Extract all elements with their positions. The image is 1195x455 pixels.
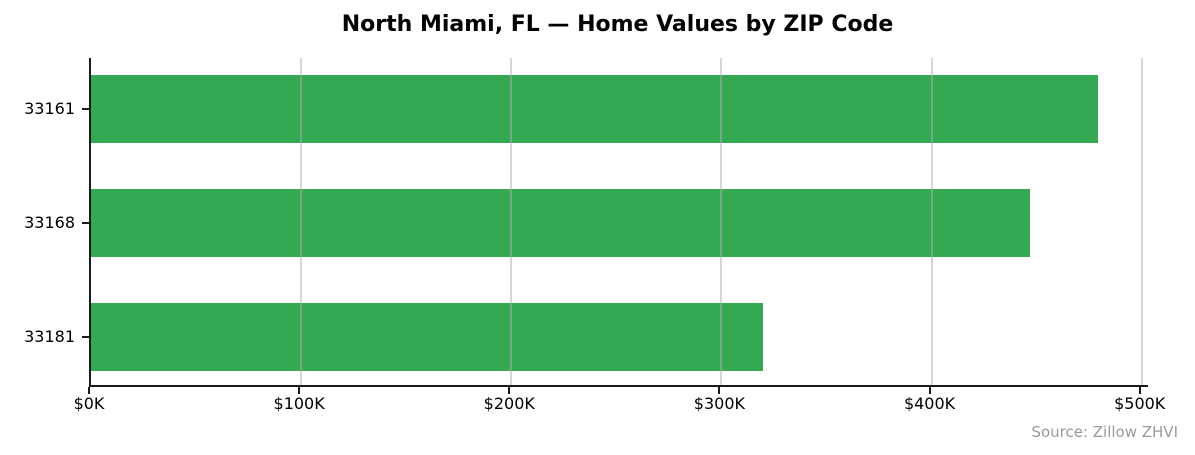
gridline-$200K bbox=[510, 58, 513, 385]
x-tick-label-$100K: $100K bbox=[273, 394, 325, 413]
x-tick-label-$300K: $300K bbox=[693, 394, 746, 413]
gridline-$300K bbox=[720, 58, 723, 385]
gridline-$400K bbox=[930, 58, 933, 385]
x-tick-label-$400K: $400K bbox=[903, 394, 956, 413]
x-tick-label-$500K: $500K bbox=[1114, 394, 1166, 413]
bar-33161 bbox=[91, 75, 1098, 143]
gridline-$500K bbox=[1140, 58, 1143, 385]
gridline-$100K bbox=[300, 58, 303, 385]
x-tick-label-$0K: $0K bbox=[73, 394, 105, 413]
chart-title: North Miami, FL — Home Values by ZIP Cod… bbox=[341, 12, 894, 37]
y-tick-label-33168: 33168 bbox=[24, 213, 75, 232]
x-tick-$0K bbox=[88, 387, 90, 394]
x-tick-label-$200K: $200K bbox=[483, 394, 535, 413]
plot-area bbox=[89, 58, 1148, 387]
x-tick-$400K bbox=[928, 387, 931, 394]
bar-33181 bbox=[91, 303, 763, 371]
y-tick-label-33181: 33181 bbox=[24, 327, 75, 346]
source-note: Source: Zillow ZHVI bbox=[1031, 423, 1178, 441]
x-tick-$200K bbox=[508, 387, 511, 394]
x-tick-$300K bbox=[718, 387, 721, 394]
bar-33168 bbox=[91, 189, 1030, 257]
x-tick-$100K bbox=[298, 387, 301, 394]
y-tick-33161 bbox=[82, 108, 89, 110]
y-tick-33168 bbox=[82, 222, 89, 224]
y-tick-label-33161: 33161 bbox=[24, 99, 75, 118]
y-tick-33181 bbox=[82, 336, 89, 338]
x-tick-$500K bbox=[1138, 387, 1141, 394]
bars-layer bbox=[91, 58, 1148, 385]
grid-layer bbox=[91, 58, 1148, 385]
